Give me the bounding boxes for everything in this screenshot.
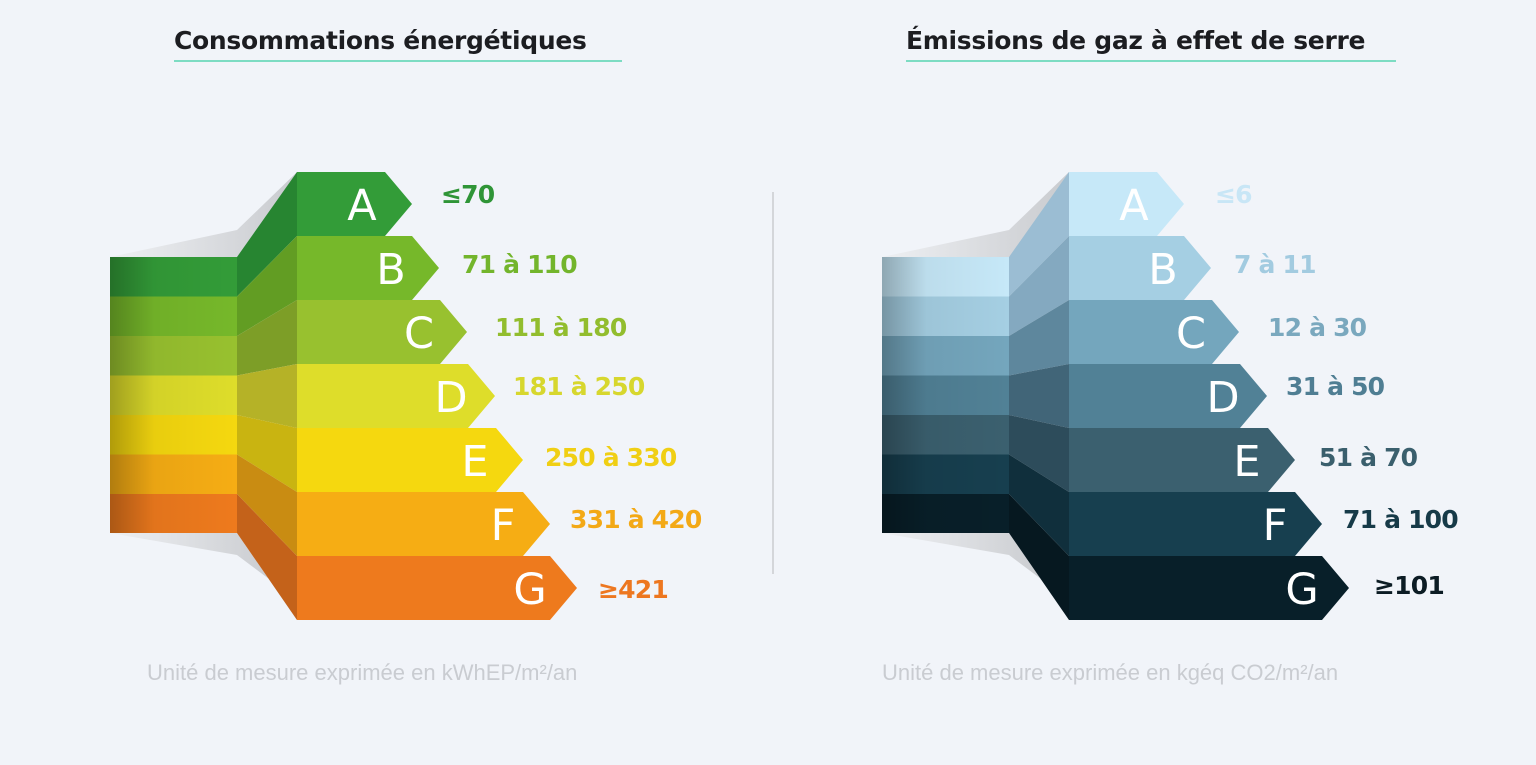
grade-letter-g: G — [513, 565, 546, 615]
ghg-bar-c — [1069, 300, 1239, 364]
range-label-b: 71 à 110 — [462, 250, 577, 279]
energy-range-labels: ≤70 71 à 110 111 à 180 181 à 250 250 à 3… — [441, 180, 703, 604]
ghg-connector — [1009, 172, 1069, 620]
energy-bar-c — [297, 300, 467, 364]
grade-letter-e: E — [1233, 437, 1260, 487]
ghg-bar-f — [1069, 492, 1322, 556]
ghg-bar-a — [1069, 172, 1184, 236]
ghg-bar-e — [1069, 428, 1295, 492]
grade-letter-a: A — [347, 181, 377, 231]
ghg-bar-d — [1069, 364, 1267, 428]
energy-chart-title: Consommations énergétiques — [174, 22, 622, 62]
range-label-f: 331 à 420 — [570, 505, 702, 534]
top-shadow — [110, 172, 297, 257]
ghg-back-panel — [882, 257, 1009, 533]
grade-letter-f: F — [491, 501, 516, 551]
grade-letter-b: B — [1148, 245, 1178, 295]
range-label-e: 51 à 70 — [1319, 443, 1418, 472]
energy-connector — [237, 172, 297, 620]
energy-bar-e — [297, 428, 523, 492]
energy-front-bars — [297, 172, 577, 620]
ghg-chart-title: Émissions de gaz à effet de serre — [906, 22, 1396, 62]
grade-letter-d: D — [434, 373, 467, 423]
bottom-shadow — [882, 533, 1069, 620]
top-shadow — [882, 172, 1069, 257]
range-label-d: 181 à 250 — [513, 372, 645, 401]
bottom-shadow — [110, 533, 297, 620]
energy-bar-d — [297, 364, 495, 428]
range-label-e: 250 à 330 — [545, 443, 677, 472]
ghg-grade-letters: A B C D E F G — [1119, 181, 1318, 615]
range-label-c: 12 à 30 — [1268, 313, 1367, 342]
ghg-range-labels: ≤6 7 à 11 12 à 30 31 à 50 51 à 70 71 à 1… — [1215, 180, 1459, 600]
range-label-g: ≥421 — [598, 575, 668, 604]
energy-back-panel — [110, 257, 237, 533]
grade-letter-a: A — [1119, 181, 1149, 231]
range-label-g: ≥101 — [1374, 571, 1444, 600]
range-label-b: 7 à 11 — [1234, 250, 1316, 279]
energy-unit-note: Unité de mesure exprimée en kWhEP/m²/an — [147, 660, 578, 685]
energy-bar-f — [297, 492, 550, 556]
energy-bar-g — [297, 556, 577, 620]
grade-letter-b: B — [376, 245, 406, 295]
grade-letter-e: E — [461, 437, 488, 487]
energy-grade-letters: A B C D E F G — [347, 181, 546, 615]
range-label-d: 31 à 50 — [1286, 372, 1385, 401]
section-divider — [772, 192, 774, 574]
grade-letter-f: F — [1263, 501, 1288, 551]
range-label-a: ≤70 — [441, 180, 495, 209]
energy-bar-b — [297, 236, 439, 300]
range-label-c: 111 à 180 — [495, 313, 627, 342]
energy-bar-a — [297, 172, 412, 236]
energy-rating-chart: A B C D E F G ≤70 71 à 110 111 à 180 181… — [110, 172, 703, 620]
grade-letter-g: G — [1285, 565, 1318, 615]
ghg-bar-g — [1069, 556, 1349, 620]
grade-letter-c: C — [1176, 309, 1206, 359]
grade-letter-c: C — [404, 309, 434, 359]
range-label-a: ≤6 — [1215, 180, 1252, 209]
ghg-rating-chart: A B C D E F G ≤6 7 à 11 12 à 30 31 à 50 … — [882, 172, 1459, 620]
ghg-bar-b — [1069, 236, 1211, 300]
grade-letter-d: D — [1206, 373, 1239, 423]
range-label-f: 71 à 100 — [1343, 505, 1458, 534]
ghg-unit-note: Unité de mesure exprimée en kgéq CO2/m²/… — [882, 660, 1339, 685]
ghg-front-bars — [1069, 172, 1349, 620]
